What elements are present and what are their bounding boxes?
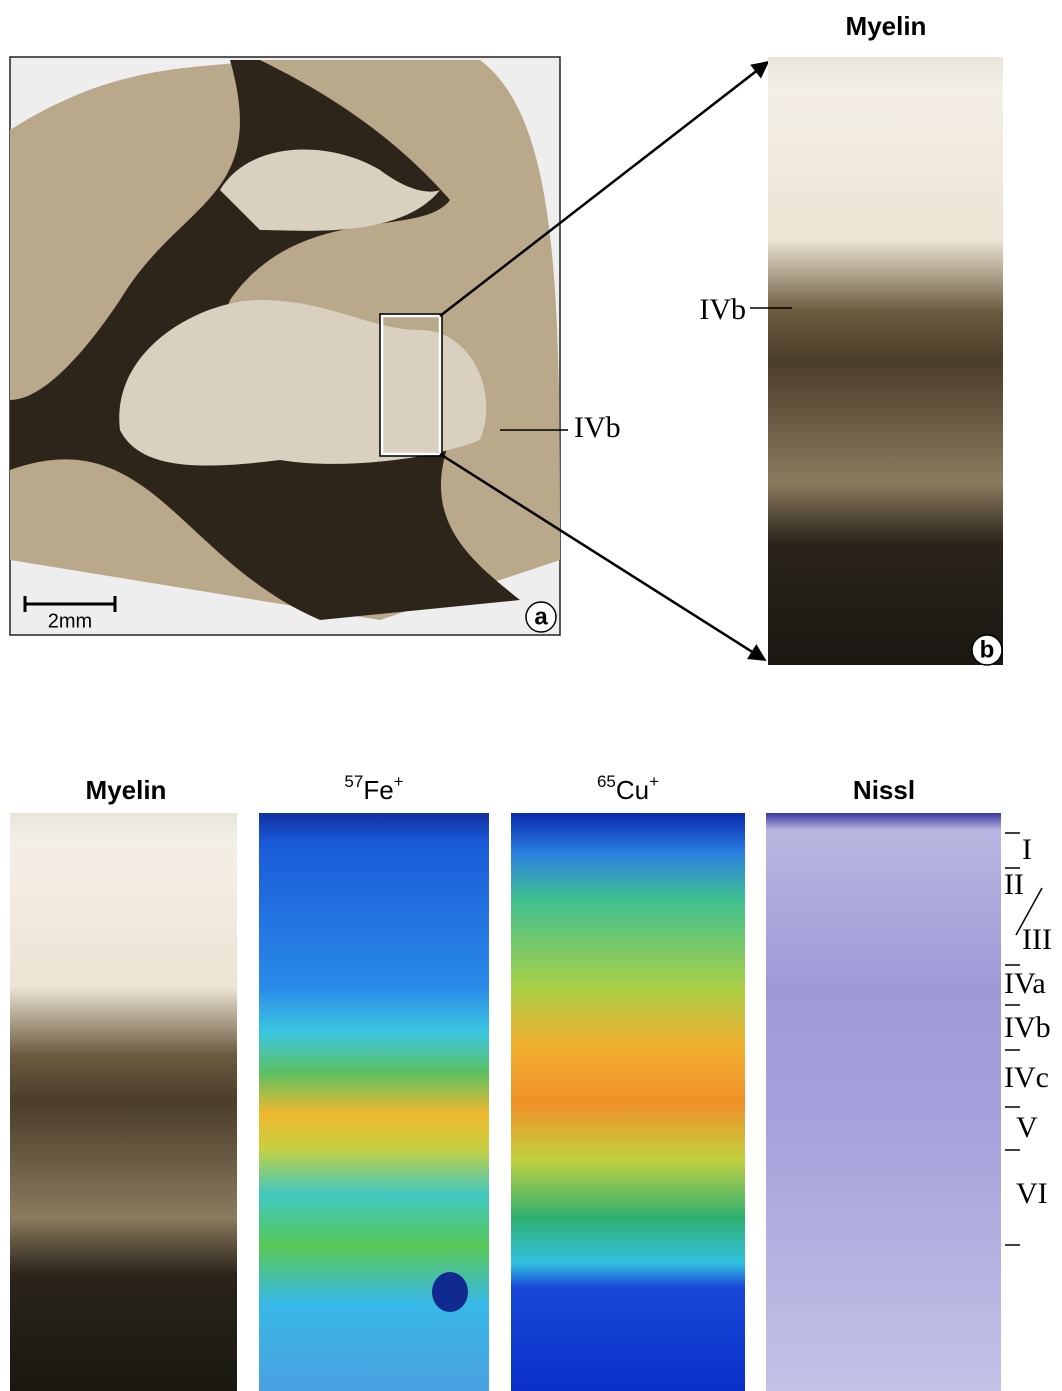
figure: IVb 2mm a Myelin IVb b Myelin 57Fe+ 65Cu… xyxy=(0,0,1062,1391)
copper-map xyxy=(511,813,745,1391)
myelin-image xyxy=(10,813,237,1391)
panel-title: Myelin xyxy=(846,11,927,41)
myelin-image xyxy=(768,57,1003,665)
layer-label: V xyxy=(1016,1111,1038,1144)
layer-label: IVb xyxy=(1004,1011,1051,1044)
layer-label: IVb xyxy=(699,293,746,326)
panel-a: IVb 2mm a xyxy=(10,57,621,635)
nissl-image xyxy=(766,813,1001,1391)
bottom-row: Myelin 57Fe+ 65Cu+ Nissl I II III IVa IV… xyxy=(10,772,1052,1391)
element: Fe xyxy=(363,775,393,805)
column-title: Nissl xyxy=(853,775,915,805)
iron-map-spot xyxy=(432,1272,468,1312)
scale-label: 2mm xyxy=(48,610,92,632)
layer-labels: I II III IVa IVb IVc V VI xyxy=(1004,833,1052,1210)
layer-label: I xyxy=(1022,833,1032,866)
mass-number: 57 xyxy=(344,772,363,791)
layer-label: VI xyxy=(1016,1177,1048,1210)
column-title: 57Fe+ xyxy=(344,772,403,804)
charge: + xyxy=(649,772,659,791)
element: Cu xyxy=(616,775,649,805)
panel-letter: a xyxy=(534,603,548,630)
layer-label: IVa xyxy=(1004,967,1046,1000)
layer-label: IVb xyxy=(574,411,621,444)
mass-number: 65 xyxy=(597,772,616,791)
charge: + xyxy=(394,772,404,791)
panel-letter: b xyxy=(980,636,995,663)
layer-label: IVc xyxy=(1004,1061,1049,1094)
layer-label: III xyxy=(1022,923,1052,956)
panel-b: Myelin IVb b xyxy=(699,11,1003,665)
layer-label: II xyxy=(1004,868,1024,901)
column-title: 65Cu+ xyxy=(597,772,659,804)
column-title: Myelin xyxy=(86,775,167,805)
